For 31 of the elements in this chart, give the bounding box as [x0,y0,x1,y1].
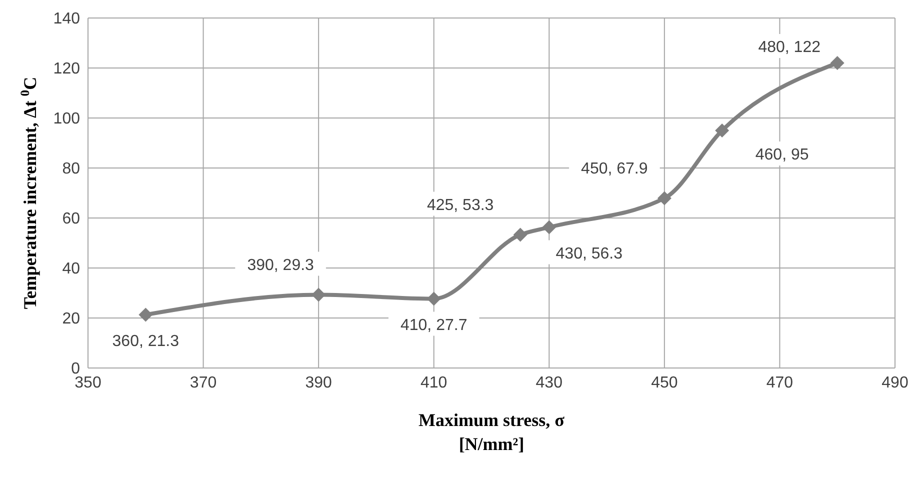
x-tick-label: 490 [882,374,908,392]
point [830,56,844,70]
y-tick-label: 40 [62,260,80,278]
point [513,228,528,242]
x-tick-label: 430 [536,374,563,392]
x-axis-title: Maximum stress, σ [N/mm²] [418,410,565,454]
data-label: 390, 29.3 [247,256,314,274]
x-tick-label: 370 [190,374,217,392]
y-tick-label: 80 [62,160,80,178]
point [657,191,672,206]
point [542,220,556,234]
data-label: 460, 95 [755,146,809,164]
point [312,288,326,302]
data-label: 410, 27.7 [400,316,468,334]
x-tick-label: 390 [305,374,332,392]
y-tick-label: 120 [53,60,80,78]
data-label: 360, 21.3 [112,332,180,350]
x-tick-label: 470 [766,374,794,392]
point [715,124,730,138]
y-tick-label: 100 [53,110,80,128]
data-label: 450, 67.9 [581,160,648,178]
point [426,292,441,306]
data-label: 425, 53.3 [426,196,494,214]
point [138,308,153,322]
x-tick-label: 450 [651,374,678,392]
y-tick-label: 60 [62,210,80,228]
y-tick-label: 140 [53,10,80,28]
x-tick-label: 410 [420,374,448,392]
data-label: 430, 56.3 [556,245,623,262]
data-label: 480, 122 [758,39,821,56]
y-tick-label: 20 [62,310,80,328]
